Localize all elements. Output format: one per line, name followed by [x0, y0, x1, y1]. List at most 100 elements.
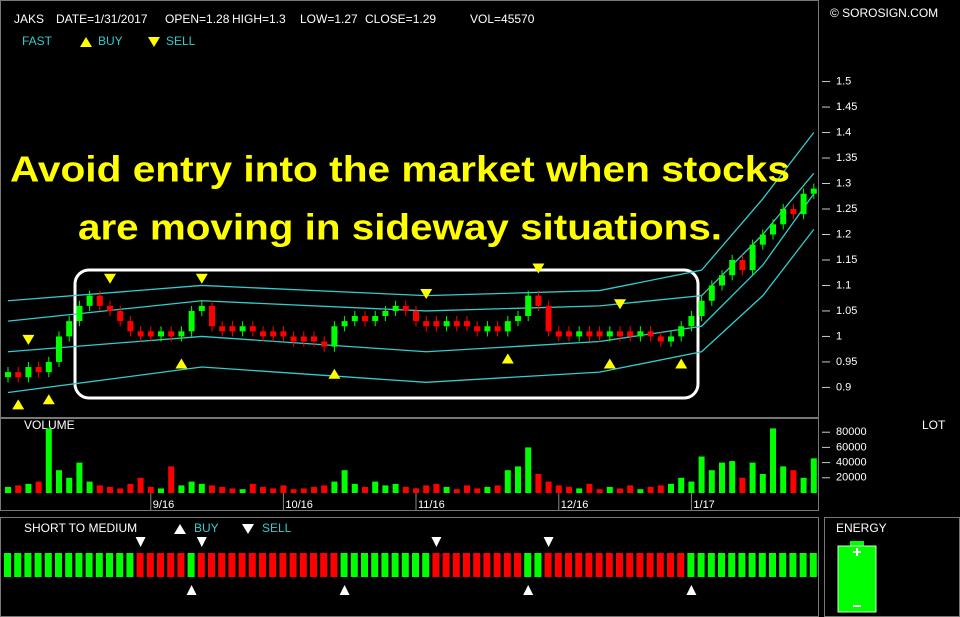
battery-signs [853, 548, 861, 607]
candle-body [423, 321, 430, 327]
trend-cell [289, 553, 297, 577]
volume-panel [0, 418, 819, 511]
trend-cell [4, 553, 11, 577]
signal-sell-icon [242, 524, 254, 534]
y-tick-label: 1.25 [836, 203, 857, 215]
volume-bar [76, 462, 83, 493]
trend-cell [106, 553, 113, 577]
candle-body [311, 336, 317, 342]
date: DATE=1/31/2017 [56, 12, 148, 26]
volume-bar [555, 485, 562, 493]
volume-bar [484, 486, 491, 493]
trend-cell [748, 553, 756, 577]
x-tick-label: 1/17 [693, 499, 714, 511]
candle-body [178, 331, 185, 337]
trend-cell [95, 553, 103, 577]
candle-body [494, 326, 501, 332]
candle-body [117, 310, 124, 322]
candle-body [749, 244, 756, 271]
candle-body [260, 331, 266, 337]
volume-bar [688, 481, 695, 493]
volume-bar [382, 485, 389, 493]
candle-body [229, 326, 236, 332]
legend-sell: SELL [166, 34, 196, 48]
candle-body [137, 331, 144, 337]
trend-cell [585, 553, 593, 577]
trend-cell [463, 553, 470, 577]
candle-body [382, 310, 389, 317]
volume-bar [504, 470, 511, 493]
volume-bar [759, 474, 766, 493]
y-tick-label: 1.4 [836, 126, 851, 138]
legend-fast: FAST [22, 34, 53, 48]
high: HIGH=1.3 [232, 12, 286, 26]
trend-cell [565, 553, 572, 577]
buy-arrow [675, 358, 688, 369]
signal-title: SHORT TO MEDIUM [24, 521, 137, 535]
candle-body [698, 300, 705, 317]
volume-bar [321, 485, 328, 493]
trend-cell [809, 553, 817, 577]
candle-body [555, 331, 562, 337]
trend-cell [534, 553, 542, 577]
volume-bar [433, 483, 440, 493]
candle-body [453, 321, 460, 327]
volume-bar [647, 486, 654, 493]
legend-sell-icon [148, 37, 160, 47]
candle-body [35, 367, 42, 373]
trend-sell-arrow [431, 537, 442, 547]
volume-bar [657, 485, 664, 493]
candle-body [780, 209, 787, 225]
buy-arrow [328, 368, 341, 379]
y-tick-label: 1 [836, 330, 842, 342]
volume-bar [719, 462, 725, 493]
volume-bar [545, 481, 552, 493]
volume-bar [25, 483, 32, 493]
signal-buy-icon [174, 524, 186, 534]
candle-body [515, 316, 521, 322]
trend-sell-arrow [196, 537, 207, 547]
trend-cell [524, 553, 532, 577]
trend-cell [687, 553, 695, 577]
trend-cell [126, 553, 134, 577]
volume-bar [525, 447, 532, 493]
volume-title: VOLUME [24, 418, 75, 432]
candle-body [790, 209, 797, 215]
candle-body [321, 341, 328, 347]
volume-bar [341, 470, 348, 493]
candle-body [627, 331, 634, 337]
trend-buy-arrow [523, 585, 534, 595]
trend-buy-arrow [186, 585, 197, 595]
x-tick-label: 12/16 [561, 499, 589, 511]
buy-arrow [42, 394, 55, 405]
candle-body [15, 372, 22, 378]
candle-body [566, 331, 572, 337]
trend-cell [85, 553, 93, 577]
volume-bar [280, 485, 287, 493]
trend-cell [55, 553, 62, 577]
band [7, 228, 815, 394]
trend-cell [24, 553, 32, 577]
x-tick-label: 11/16 [418, 499, 445, 511]
candle-body [657, 336, 664, 342]
battery-cap [850, 541, 864, 547]
candle-body [688, 316, 695, 327]
volume-bar [239, 489, 246, 493]
volume-bar [413, 488, 419, 493]
trend-cell [218, 553, 226, 577]
sell-arrow [614, 299, 626, 310]
candle-body [525, 295, 532, 317]
volume-bar [56, 470, 62, 493]
volume-bar [372, 481, 379, 493]
candle-body [147, 331, 154, 337]
candle-body [576, 331, 583, 337]
candle-body [545, 305, 552, 332]
volume-tick-label: 60000 [836, 441, 867, 453]
candle-body [239, 326, 246, 332]
price-panel [0, 0, 819, 418]
candle-body [209, 305, 215, 327]
trend-cell [34, 553, 42, 577]
candle-body [300, 336, 307, 342]
